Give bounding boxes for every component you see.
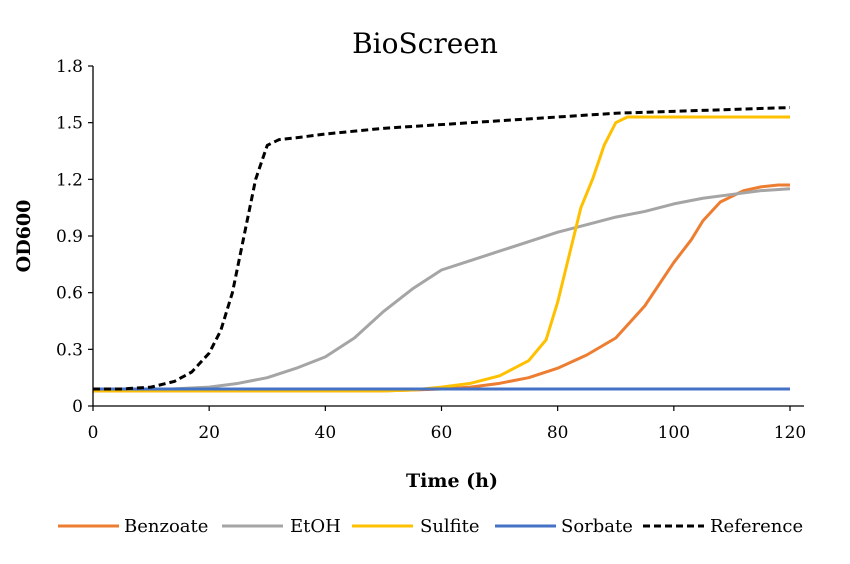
y-tick-label: 1.2 [56, 170, 83, 190]
legend-item-benzoate: Benzoate [58, 516, 208, 537]
x-tick-label: 60 [431, 423, 453, 443]
legend-item-sorbate: Sorbate [495, 516, 633, 537]
y-tick-label: 0.3 [56, 340, 83, 360]
x-axis-title: Time (h) [406, 470, 498, 492]
y-axis-title: OD600 [13, 200, 35, 273]
series-line-etoh [92, 187, 791, 393]
legend-label: Sorbate [561, 516, 633, 537]
y-tick-label: 1.8 [56, 57, 83, 77]
y-tick-label: 0.9 [56, 227, 83, 247]
legend-label: Benzoate [124, 516, 208, 537]
legend-label: EtOH [290, 516, 341, 537]
x-tick-label: 80 [547, 423, 569, 443]
x-tick-label: 40 [315, 423, 337, 443]
series-line-benzoate [93, 183, 790, 393]
series-line-sulfite [93, 115, 790, 393]
x-tick-label: 120 [774, 423, 806, 443]
series-lines [92, 106, 791, 393]
legend-item-reference: Reference [643, 516, 803, 537]
series-line-reference [93, 106, 791, 391]
legend-label: Reference [710, 516, 803, 537]
y-tick-label: 0 [72, 397, 83, 417]
legend: Benzoate EtOH Sulfite Sorbate Reference [58, 516, 803, 537]
legend-item-sulfite: Sulfite [352, 516, 480, 537]
axes: 0 0.3 0.6 0.9 1.2 1.5 1.8 0 20 40 60 80 100 120 [56, 57, 806, 443]
chart-title: BioScreen [352, 27, 498, 60]
x-tick-label: 100 [658, 423, 690, 443]
x-tick-label: 20 [198, 423, 220, 443]
x-tick-label: 0 [88, 423, 99, 443]
legend-label: Sulfite [420, 516, 480, 537]
legend-item-etoh: EtOH [222, 516, 341, 537]
y-tick-label: 0.6 [56, 284, 83, 304]
y-tick-label: 1.5 [56, 114, 83, 134]
